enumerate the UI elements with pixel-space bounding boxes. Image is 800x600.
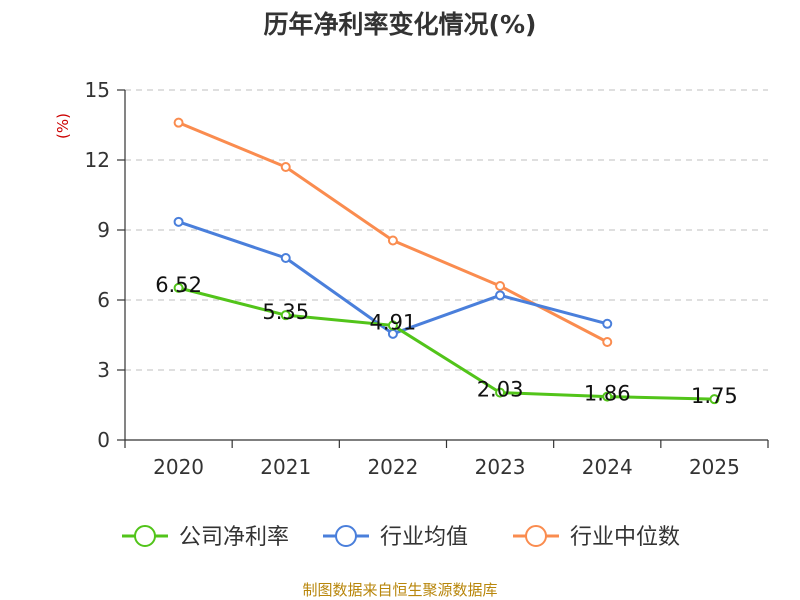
data-point (495, 281, 506, 291)
grid-lines (125, 89, 768, 371)
data-point (495, 387, 506, 398)
data-point (173, 282, 184, 293)
axes: 0 3 6 9 12 15 2020 2021 2022 2023 2024 2025 (85, 78, 769, 479)
y-tick-label: 9 (97, 218, 110, 242)
series-lines (173, 117, 720, 405)
x-tick-label: 2021 (260, 455, 311, 479)
data-point (602, 318, 613, 329)
data-point (495, 290, 506, 301)
data-point (173, 216, 184, 227)
series-line-3 (178, 121, 608, 344)
x-tick-label: 2023 (475, 455, 526, 479)
source-note: 制图数据来自恒生聚源数据库 (302, 581, 497, 599)
data-point (602, 337, 613, 347)
data-label: 4.91 (370, 310, 417, 334)
data-point (280, 310, 291, 321)
data-label: 5.35 (262, 300, 309, 324)
x-tick-label: 2022 (367, 455, 418, 479)
data-point (173, 117, 184, 128)
series-line-1 (178, 286, 715, 401)
chart-title: 历年净利率变化情况(%) (264, 10, 537, 39)
legend-swatch-marker (335, 525, 357, 547)
data-point (280, 253, 291, 263)
y-tick-label: 12 (85, 148, 110, 172)
data-labels: 6.52 5.35 4.91 2.03 1.86 1.75 (155, 273, 738, 408)
legend: 公司净利率 行业均值 行业中位数 (122, 525, 680, 550)
data-label: 2.03 (477, 378, 524, 402)
x-tick-label: 2025 (689, 455, 740, 479)
data-point (387, 235, 398, 246)
data-point (602, 391, 613, 402)
data-label: 1.86 (584, 382, 631, 406)
legend-swatch-marker (134, 525, 156, 547)
data-label: 6.52 (155, 273, 202, 297)
legend-label: 公司净利率 (179, 525, 289, 550)
legend-label: 行业均值 (380, 525, 468, 550)
legend-swatch-marker (525, 525, 547, 547)
y-tick-label: 0 (97, 428, 110, 452)
y-tick-label: 3 (97, 358, 110, 382)
y-tick-label: 15 (85, 78, 110, 102)
y-axis-unit-label: (%) (54, 113, 72, 139)
legend-label: 行业中位数 (570, 525, 680, 550)
x-tick-label: 2020 (153, 455, 204, 479)
y-tick-label: 6 (97, 288, 110, 312)
x-tick-label: 2024 (582, 455, 633, 479)
data-label: 1.75 (691, 384, 738, 408)
data-point (387, 320, 398, 331)
data-point (709, 394, 720, 405)
data-point (280, 162, 291, 172)
